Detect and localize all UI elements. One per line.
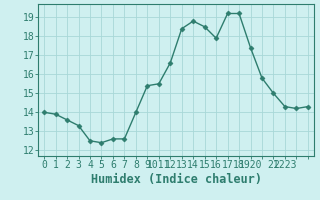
X-axis label: Humidex (Indice chaleur): Humidex (Indice chaleur): [91, 173, 261, 186]
